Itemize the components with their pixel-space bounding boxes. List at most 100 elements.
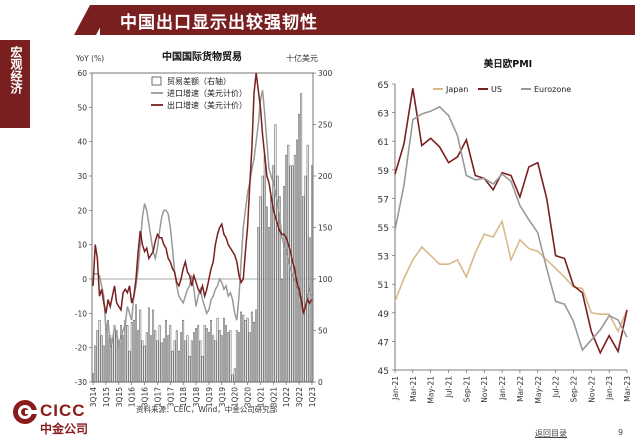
logo-text-cn: 中金公司 [40, 422, 89, 436]
chart1-bar [270, 196, 273, 383]
chart1-bar [193, 332, 195, 383]
chart1-bar [261, 175, 264, 383]
chart1-ytick-left-label: 50 [77, 103, 87, 112]
chart1-bar [160, 342, 163, 383]
chart1-bar [218, 330, 221, 383]
chart2-ytick-label: 45 [378, 367, 389, 377]
chart1-xtick-label: 3Q18 [192, 387, 201, 407]
section-label: 宏观经济 [9, 46, 23, 94]
chart1-ytick-right-label: 0 [318, 378, 323, 387]
chart1-bar [150, 335, 152, 383]
chart1-bar [158, 325, 161, 383]
chart1-source-note: 资料来源：CEIC，Wind，中金公司研究部 [136, 404, 278, 414]
chart1-xtick-label: 3Q14 [89, 387, 98, 407]
chart1-bar [300, 93, 303, 383]
chart2-legend-label: Eurozone [534, 85, 571, 94]
chart1-bar [233, 368, 236, 383]
chart2-series-line-japan [394, 219, 628, 334]
chart1-ytick-right-label: 250 [318, 121, 333, 130]
chart1-bar [145, 332, 148, 383]
chart1-import-growth-line [93, 90, 313, 348]
back-to-contents-link[interactable]: 返回目录 [535, 429, 567, 438]
chart1-bar [274, 124, 277, 383]
chart1-bar [280, 278, 283, 383]
chart1-bar [227, 332, 230, 383]
chart1-bar [244, 319, 247, 383]
chart2-xtick-label: Jan-21 [391, 376, 400, 401]
chart1-ytick-left-label: -30 [75, 378, 87, 387]
chart1-xtick-label: 3Q21 [269, 387, 278, 407]
chart1-bar [182, 319, 185, 383]
chart1-bar [122, 335, 125, 383]
chart2-ytick-label: 55 [378, 224, 389, 234]
chart1-bar [268, 227, 270, 383]
chart1-bar [156, 340, 159, 383]
chart1-bar [190, 340, 193, 383]
chart1-xtick-label: 3Q19 [218, 387, 227, 407]
chart1-bar [250, 311, 253, 383]
chart1-bar [285, 155, 288, 383]
chart1-bar [214, 340, 217, 383]
chart2-xtick-label: Mar-23 [623, 376, 632, 402]
chart1-bar [242, 314, 245, 383]
chart1-bar [203, 325, 206, 383]
chart2-ytick-label: 59 [378, 167, 390, 177]
chart1-bar [210, 319, 212, 383]
chart1-bar [216, 317, 219, 383]
chart1-ytick-left-label: 10 [77, 241, 87, 250]
chart1-bar [265, 206, 268, 383]
chart1-bar [201, 356, 204, 383]
page-title: 中国出口显示出较强韧性 [120, 13, 318, 33]
chart1-bar [178, 350, 180, 383]
chart1-legend-label: 贸易差额（右轴） [167, 76, 231, 86]
chart1-bar [137, 330, 140, 383]
side-section-band [0, 40, 30, 128]
chart2-series-line-us [394, 88, 628, 355]
chart1-xtick-label: 3Q20 [244, 387, 253, 407]
chart1-bar [188, 356, 191, 383]
chart1-legend-label: 进口增速（美元计价） [167, 88, 247, 98]
chart1-ytick-left-label: 0 [82, 275, 87, 284]
chart1-bar [175, 330, 178, 383]
chart1-bar [248, 332, 251, 383]
chart2-ytick-label: 57 [378, 195, 389, 205]
chart1-bar [238, 332, 240, 383]
chart1-ytick-left-label: 60 [77, 69, 87, 78]
chart2-ytick-label: 65 [378, 81, 389, 91]
chart1-ytick-right-label: 150 [318, 224, 333, 233]
chart1-xtick-label: 3Q16 [141, 387, 150, 407]
chart1-bar [120, 325, 122, 383]
chart1-bar [141, 340, 144, 383]
chart1-bar [102, 345, 105, 383]
chart1-bar [246, 317, 249, 383]
chart1-bar [197, 325, 200, 383]
chart1-xtick-label: 3Q22 [295, 387, 304, 407]
chart2-ytick-label: 51 [378, 281, 389, 291]
chart1-bar [205, 328, 208, 383]
chart1-xtick-label: 1Q16 [128, 387, 137, 407]
chart2-ytick-label: 63 [378, 110, 389, 120]
chart1-export-growth-line [92, 72, 313, 314]
page-number: 9 [618, 428, 624, 437]
chart2-xtick-label: Mar-22 [516, 376, 525, 402]
chart1-bar [130, 322, 133, 383]
chart1-bar [92, 373, 94, 383]
chart1-bar [289, 165, 292, 383]
chart1-bar [147, 307, 150, 383]
chart1-ytick-right-label: 50 [318, 327, 328, 336]
chart1-xtick-label: 3Q15 [115, 387, 124, 407]
header-banner: 中国出口显示出较强韧性 [100, 5, 635, 35]
chart2-legend-label: Japan [445, 85, 468, 94]
chart1-bar [208, 332, 210, 383]
chart1-bar [173, 340, 176, 383]
chart1-bar [143, 345, 146, 383]
chart1-bar [132, 319, 135, 383]
chart1-bar [117, 340, 120, 383]
chart1-ytick-left-label: 30 [77, 172, 87, 181]
chart1-bar [128, 350, 131, 383]
chart1-bar [272, 165, 275, 383]
chart1-bar [308, 237, 311, 383]
chart1-bar [276, 175, 279, 383]
chart2-ytick-label: 61 [378, 138, 389, 148]
